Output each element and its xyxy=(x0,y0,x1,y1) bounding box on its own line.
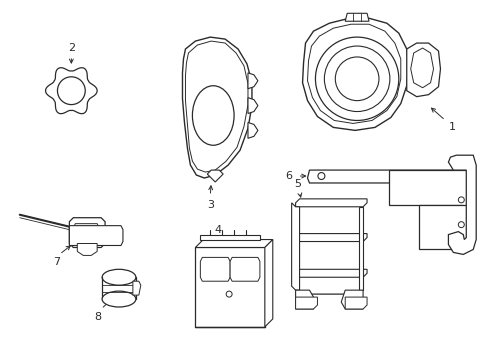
Text: 8: 8 xyxy=(95,312,102,322)
Polygon shape xyxy=(133,281,141,295)
Polygon shape xyxy=(418,205,470,249)
Polygon shape xyxy=(389,170,470,215)
Text: 5: 5 xyxy=(294,179,301,189)
Polygon shape xyxy=(70,218,105,247)
Text: 1: 1 xyxy=(448,122,455,132)
Circle shape xyxy=(57,77,85,105)
Text: 2: 2 xyxy=(68,43,75,53)
Polygon shape xyxy=(345,13,369,21)
Polygon shape xyxy=(359,207,363,290)
Polygon shape xyxy=(182,37,252,178)
Ellipse shape xyxy=(102,291,136,307)
Polygon shape xyxy=(295,297,318,309)
Polygon shape xyxy=(292,203,299,290)
Polygon shape xyxy=(74,224,99,246)
Polygon shape xyxy=(345,297,367,309)
Polygon shape xyxy=(308,24,401,123)
Polygon shape xyxy=(77,243,97,255)
Polygon shape xyxy=(200,235,260,239)
Polygon shape xyxy=(248,98,258,113)
Circle shape xyxy=(316,37,399,121)
Text: 7: 7 xyxy=(53,257,60,267)
Polygon shape xyxy=(196,239,273,247)
Polygon shape xyxy=(295,205,363,294)
Polygon shape xyxy=(265,239,273,327)
Polygon shape xyxy=(411,48,434,88)
Polygon shape xyxy=(70,226,123,246)
Polygon shape xyxy=(248,73,258,89)
Polygon shape xyxy=(295,199,367,207)
Polygon shape xyxy=(46,68,97,114)
Polygon shape xyxy=(302,18,409,130)
Polygon shape xyxy=(196,247,265,327)
Polygon shape xyxy=(185,41,248,172)
Polygon shape xyxy=(308,170,470,183)
Polygon shape xyxy=(295,234,367,242)
Ellipse shape xyxy=(193,86,234,145)
Polygon shape xyxy=(230,257,260,281)
Polygon shape xyxy=(448,155,476,255)
Text: 4: 4 xyxy=(215,225,222,235)
Circle shape xyxy=(458,222,465,228)
Text: 3: 3 xyxy=(207,200,214,210)
Polygon shape xyxy=(200,257,230,281)
Circle shape xyxy=(335,57,379,100)
Polygon shape xyxy=(248,122,258,138)
Text: 6: 6 xyxy=(286,171,293,181)
Circle shape xyxy=(324,46,390,112)
Polygon shape xyxy=(341,290,363,309)
Circle shape xyxy=(318,172,325,180)
Circle shape xyxy=(458,197,465,203)
Polygon shape xyxy=(407,43,441,96)
Ellipse shape xyxy=(102,269,136,285)
Circle shape xyxy=(226,291,232,297)
Polygon shape xyxy=(295,290,314,309)
Polygon shape xyxy=(207,170,223,182)
Polygon shape xyxy=(295,269,367,277)
